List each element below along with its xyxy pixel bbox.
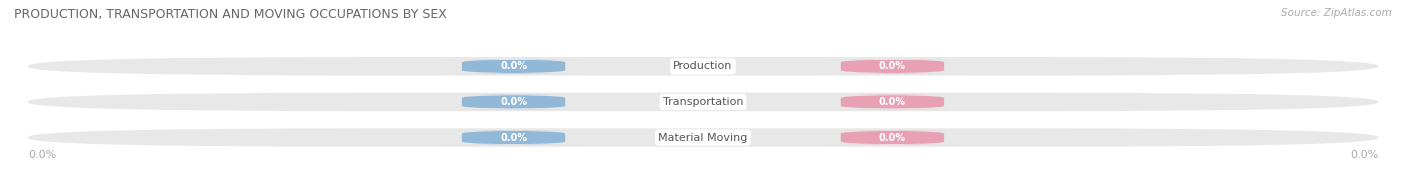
Text: 0.0%: 0.0% — [28, 150, 56, 160]
Text: PRODUCTION, TRANSPORTATION AND MOVING OCCUPATIONS BY SEX: PRODUCTION, TRANSPORTATION AND MOVING OC… — [14, 8, 447, 21]
FancyBboxPatch shape — [820, 130, 965, 145]
Text: 0.0%: 0.0% — [501, 97, 527, 107]
FancyBboxPatch shape — [820, 59, 965, 74]
FancyBboxPatch shape — [28, 57, 1378, 75]
Text: 0.0%: 0.0% — [879, 61, 905, 71]
FancyBboxPatch shape — [441, 130, 586, 145]
Text: 0.0%: 0.0% — [879, 132, 905, 142]
Legend: Male, Female: Male, Female — [643, 193, 763, 196]
Text: 0.0%: 0.0% — [879, 97, 905, 107]
Text: 0.0%: 0.0% — [1350, 150, 1378, 160]
FancyBboxPatch shape — [28, 128, 1378, 147]
Text: 0.0%: 0.0% — [501, 132, 527, 142]
FancyBboxPatch shape — [820, 95, 965, 109]
Text: Transportation: Transportation — [662, 97, 744, 107]
Text: Production: Production — [673, 61, 733, 71]
Text: Source: ZipAtlas.com: Source: ZipAtlas.com — [1281, 8, 1392, 18]
FancyBboxPatch shape — [441, 95, 586, 109]
FancyBboxPatch shape — [441, 59, 586, 74]
Text: Material Moving: Material Moving — [658, 132, 748, 142]
FancyBboxPatch shape — [28, 93, 1378, 111]
Text: 0.0%: 0.0% — [501, 61, 527, 71]
